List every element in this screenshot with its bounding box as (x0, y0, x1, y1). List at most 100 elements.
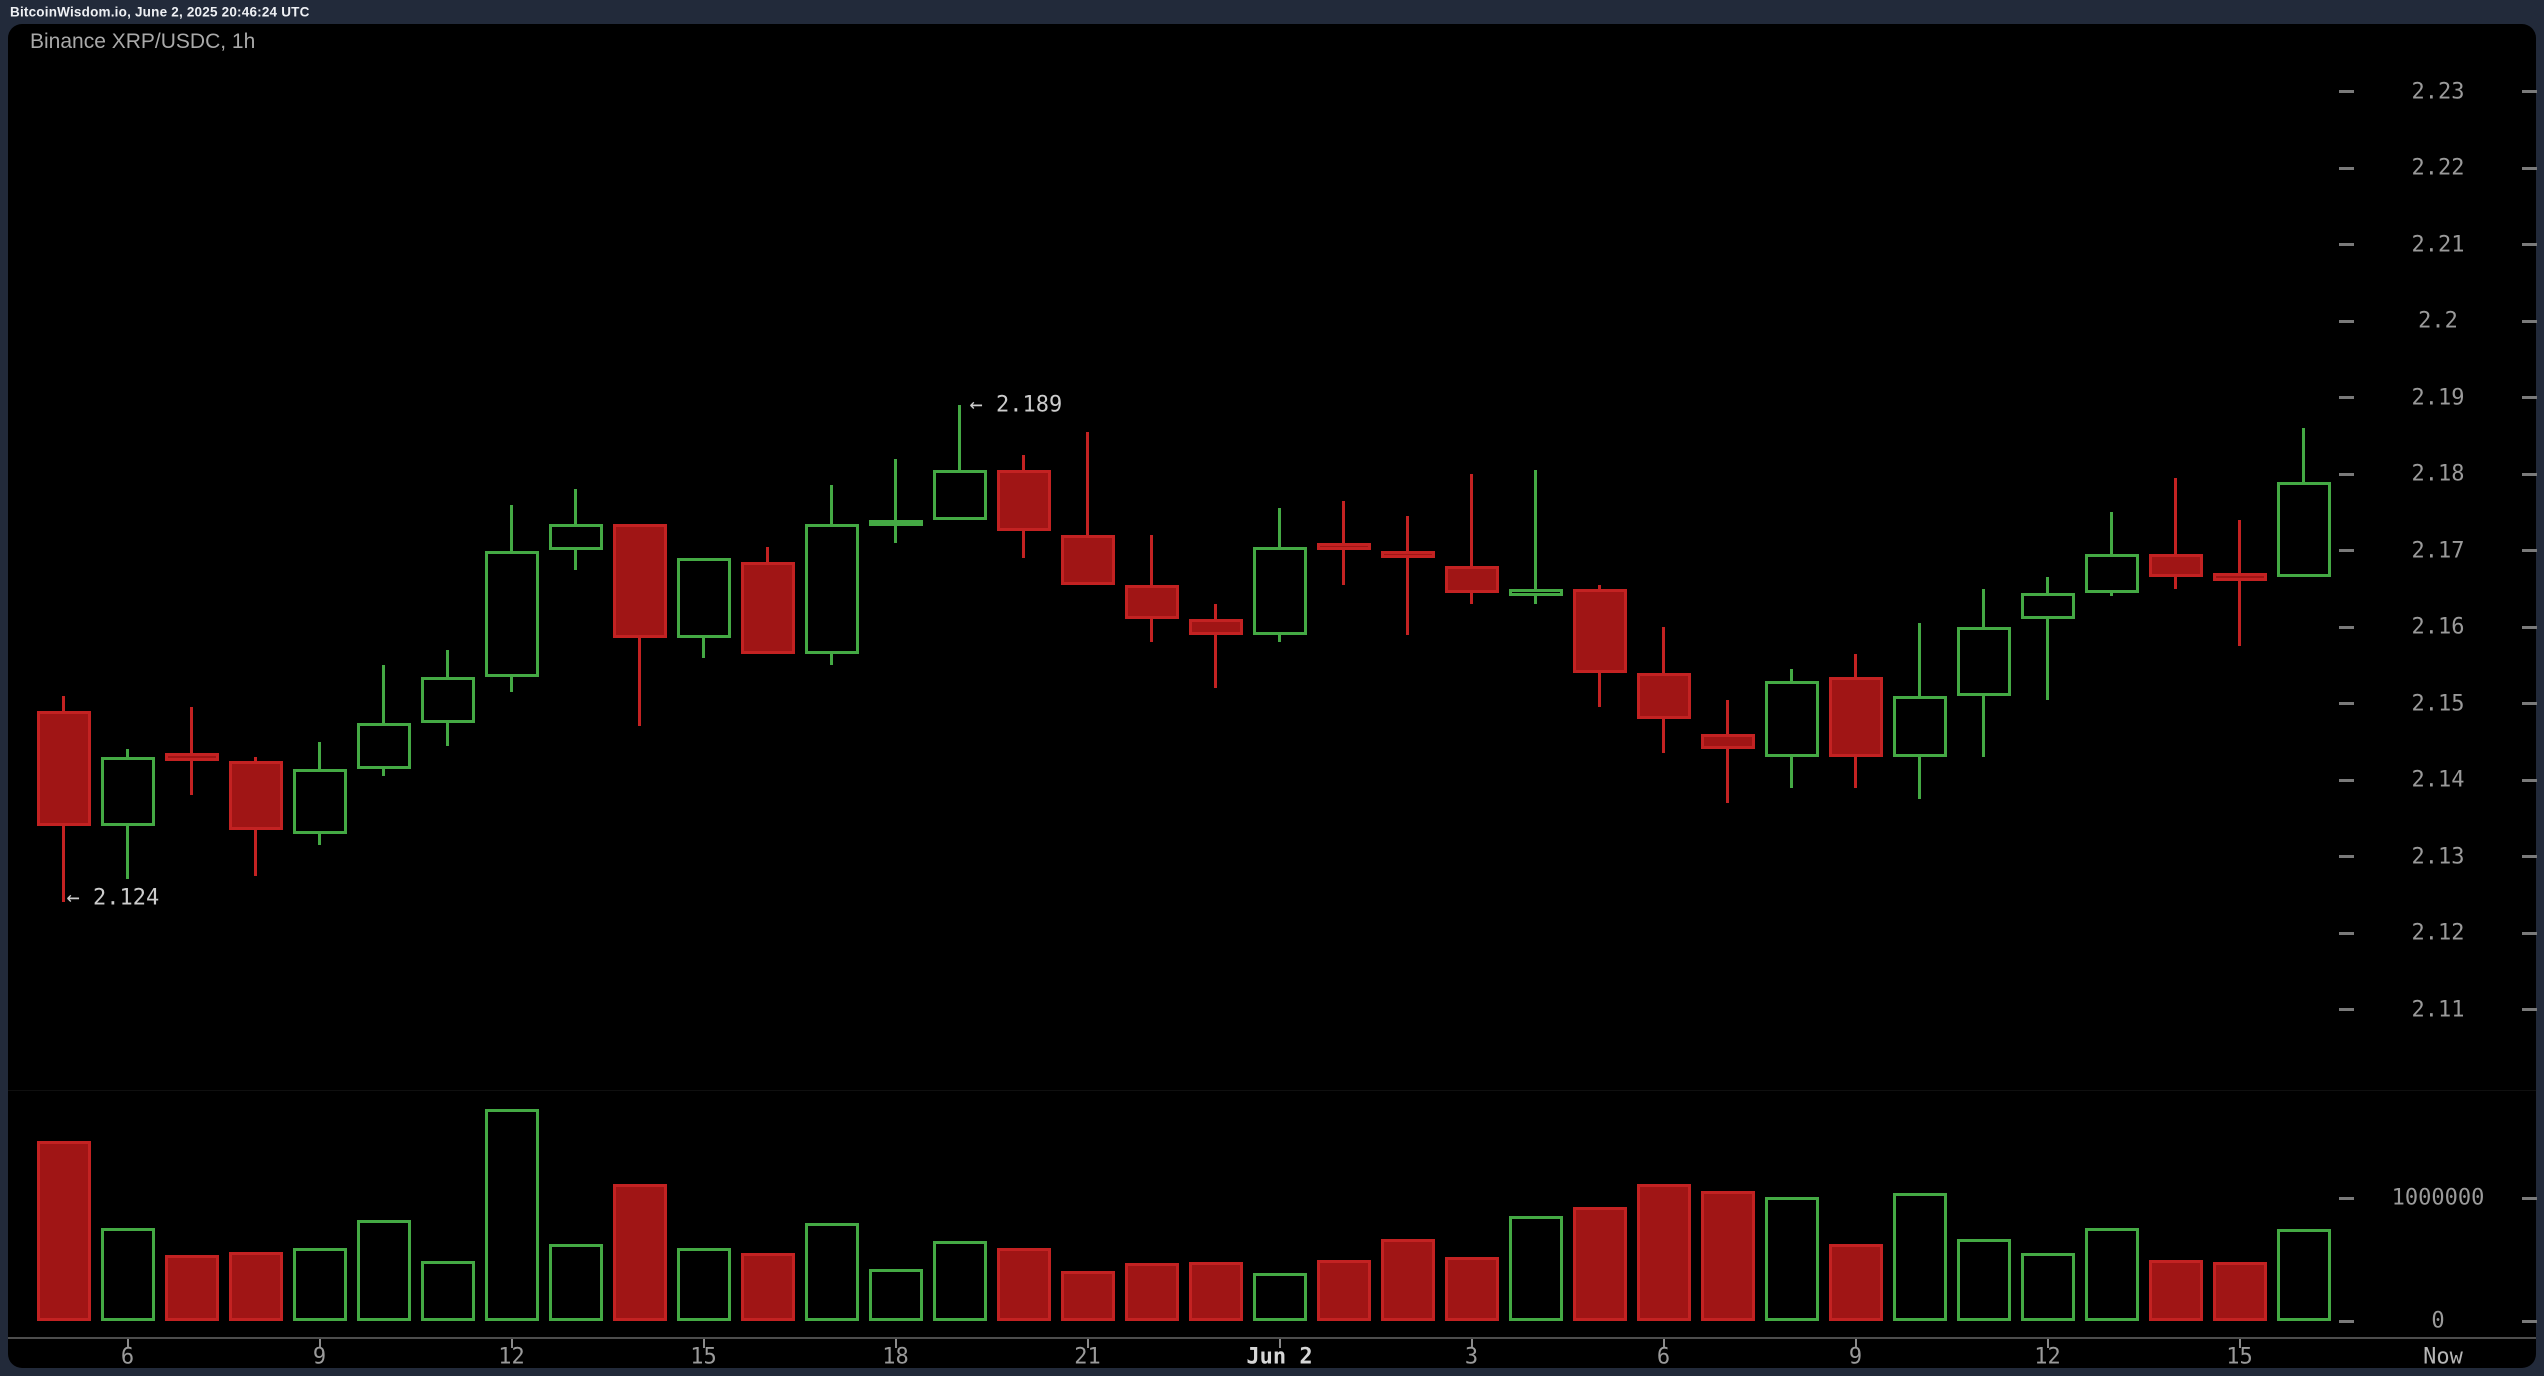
candle-body (484, 550, 539, 677)
volume-bar (1316, 1259, 1371, 1321)
price-tick-right (2522, 472, 2537, 476)
candle-body (868, 519, 923, 526)
x-axis-tick (1278, 1339, 1281, 1348)
candle-body (804, 523, 859, 654)
volume-bar (2020, 1253, 2075, 1321)
volume-bar (740, 1253, 795, 1321)
price-tick-right (2522, 625, 2537, 629)
volume-bar (1124, 1263, 1179, 1321)
price-tick-right (2522, 931, 2537, 935)
price-axis-label: 2.16 (2411, 614, 2465, 640)
volume-tick-left (2339, 1196, 2354, 1200)
volume-tick-left (2339, 1319, 2354, 1323)
price-tick-left (2339, 243, 2354, 246)
candle-body (420, 676, 475, 723)
candle-wick (2174, 477, 2177, 589)
volume-bar (1188, 1261, 1243, 1321)
x-axis-line (8, 1337, 2536, 1339)
x-axis-label: 15 (2226, 1344, 2253, 1370)
price-tick-left (2339, 472, 2354, 476)
candle-wick (1470, 474, 1473, 605)
price-axis-label: 2.19 (2411, 385, 2465, 410)
volume-bar (548, 1243, 603, 1321)
candle-wick (2238, 519, 2241, 647)
x-axis-tick (126, 1339, 129, 1348)
volume-bar (612, 1184, 667, 1321)
volume-tick-right (2522, 1196, 2537, 1200)
volume-bar (996, 1248, 1051, 1321)
volume-bar (1444, 1257, 1499, 1321)
price-axis-label: 2.17 (2411, 538, 2465, 563)
volume-axis-label: 0 (2431, 1308, 2445, 1334)
x-axis-label: 21 (1074, 1344, 1101, 1370)
candle-body (1892, 695, 1947, 758)
volume-bar (1636, 1184, 1691, 1321)
price-tick-left (2339, 931, 2354, 935)
candle-body (1508, 588, 1563, 597)
price-tick-right (2522, 702, 2537, 705)
price-tick-right (2522, 396, 2537, 399)
price-tick-right (2522, 549, 2537, 552)
candle-wick (2046, 577, 2049, 700)
price-tick-right (2522, 90, 2537, 93)
x-axis-tick (510, 1339, 513, 1348)
candle-body (1060, 535, 1115, 585)
volume-bar (356, 1220, 411, 1321)
price-tick-right (2522, 778, 2537, 782)
candle-body (1252, 546, 1307, 635)
candle-body (1636, 672, 1691, 719)
candle-body (2084, 554, 2139, 593)
volume-bar (36, 1141, 91, 1321)
price-tick-left (2339, 396, 2354, 399)
price-tick-left (2339, 1008, 2354, 1011)
volume-bar (2212, 1261, 2267, 1321)
candle-body (356, 722, 411, 769)
candle-wick (1726, 699, 1729, 803)
volume-bar (484, 1109, 539, 1321)
candle-body (740, 561, 795, 654)
candle-body (1572, 588, 1627, 673)
candle-wick (1086, 431, 1089, 585)
price-tick-left (2339, 166, 2354, 170)
volume-bar (292, 1248, 347, 1321)
candle-wick (958, 405, 961, 520)
volume-bar (1764, 1196, 1819, 1321)
x-axis-label: 18 (882, 1344, 909, 1370)
price-axis-label: 2.11 (2411, 997, 2465, 1022)
price-tick-left (2339, 549, 2354, 552)
price-tick-left (2339, 90, 2354, 93)
price-axis-label: 2.23 (2411, 79, 2465, 104)
candle-wick (1534, 470, 1537, 605)
candle-body (36, 711, 91, 826)
volume-bar (804, 1222, 859, 1321)
candle-body (1828, 676, 1883, 758)
price-tick-right (2522, 243, 2537, 246)
x-axis-tick (2238, 1339, 2241, 1348)
x-axis-tick (1086, 1339, 1089, 1348)
price-axis-label: 2.2 (2418, 308, 2458, 334)
candle-body (996, 470, 1051, 532)
volume-bar (1508, 1216, 1563, 1321)
x-axis-label: 6 (1656, 1344, 1671, 1370)
candle-wick (1342, 500, 1345, 585)
candle-body (1956, 627, 2011, 696)
volume-bar (228, 1252, 283, 1321)
top-status-bar: BitcoinWisdom.io, June 2, 2025 20:46:24 … (0, 0, 2544, 24)
x-axis-label: 6 (120, 1344, 135, 1370)
candle-wick (894, 458, 897, 543)
x-axis-label: 15 (690, 1344, 717, 1370)
volume-bar (100, 1227, 155, 1321)
candle-body (676, 558, 731, 639)
now-label: Now (2423, 1344, 2463, 1370)
candle-body (292, 768, 347, 834)
high-annotation: ← 2.189 (969, 392, 1063, 418)
candle-body (932, 470, 987, 520)
x-axis-label: 9 (1848, 1344, 1863, 1370)
price-tick-left (2339, 319, 2354, 323)
volume-bar (1828, 1243, 1883, 1321)
price-tick-right (2522, 166, 2537, 170)
candle-body (228, 760, 283, 830)
price-tick-left (2339, 625, 2354, 629)
